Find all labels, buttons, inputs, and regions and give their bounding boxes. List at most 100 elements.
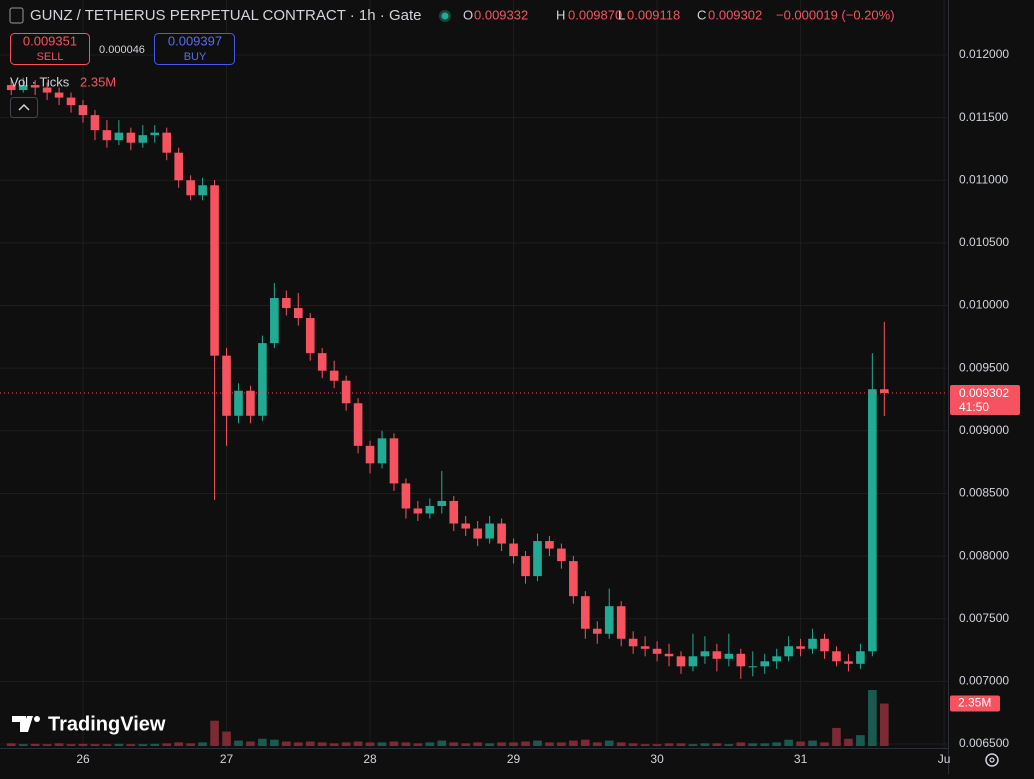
volume-bar <box>186 743 195 746</box>
volume-bar <box>557 742 566 746</box>
candle-body <box>784 646 793 657</box>
candle-body <box>664 653 674 657</box>
candle-body <box>521 556 530 577</box>
volume-bar <box>150 743 160 746</box>
volume-bar <box>521 741 530 746</box>
sell-button[interactable] <box>10 33 90 65</box>
volume-bar <box>317 742 327 746</box>
candle-body <box>6 85 16 91</box>
candle-body <box>736 653 746 667</box>
logo-dot <box>34 716 40 722</box>
y-tick-label: 0.011500 <box>959 110 1008 124</box>
volume-bar <box>425 742 435 746</box>
candle-body <box>473 528 482 539</box>
candle-body <box>126 132 136 143</box>
volume-bar <box>234 740 243 746</box>
candle-body <box>676 656 686 667</box>
collapse-icon <box>18 103 30 111</box>
candle-body <box>569 561 578 597</box>
ohlc-value: 0.009302 <box>708 7 762 22</box>
settings-button[interactable] <box>985 753 999 767</box>
candle-body <box>54 92 64 98</box>
volume-bar <box>246 741 255 746</box>
candle-body <box>616 606 626 639</box>
volume-bar <box>138 744 148 746</box>
change: −0.000019 (−0.20%) <box>776 7 895 22</box>
candle-body <box>90 115 100 131</box>
volume-bar <box>820 742 829 746</box>
volume-bar <box>736 742 746 746</box>
volume-bar <box>437 740 447 746</box>
volume-bar <box>569 740 578 746</box>
candle-body <box>856 651 865 664</box>
candle-body <box>449 500 459 524</box>
volume-bar <box>102 744 112 746</box>
candle-body <box>880 389 889 393</box>
volume-bar <box>90 744 100 746</box>
candle-body <box>270 298 279 344</box>
candle-body <box>222 355 231 416</box>
candle-body <box>365 445 375 464</box>
candle-body <box>844 661 853 664</box>
symbol-icon[interactable] <box>9 7 24 24</box>
candle-body <box>748 666 758 668</box>
volume-bar <box>282 741 291 746</box>
candle-body <box>437 500 447 506</box>
candle-body <box>198 185 207 196</box>
symbol-title: GUNZ / TETHERUS PERPETUAL CONTRACT · 1h … <box>30 7 421 24</box>
axes: 0.006500 0.007000 0.007500 0.008000 0.008500… <box>76 47 1020 766</box>
volume-bar <box>413 743 423 746</box>
y-tick-label: 0.010500 <box>959 235 1009 249</box>
candle-body <box>317 353 327 371</box>
volume-bar <box>461 743 471 746</box>
volume-bar <box>449 742 459 746</box>
volume-bar <box>784 739 793 746</box>
volume-bar <box>198 742 207 746</box>
volume-bar <box>700 743 710 746</box>
candle-body <box>258 343 267 416</box>
y-tick-label: 0.011000 <box>959 172 1008 186</box>
ohlc-key: H <box>556 7 565 22</box>
volume-bar <box>6 743 16 746</box>
volume-tag-label: 2.35M <box>958 696 991 710</box>
settings-icon <box>989 757 995 763</box>
candle-body <box>724 653 734 659</box>
candle-layer <box>6 77 889 679</box>
volume-bar <box>66 744 76 746</box>
x-tick-label: 30 <box>650 752 664 766</box>
ohlc-value: 0.009118 <box>627 7 680 22</box>
ohlc-value: 0.009332 <box>474 7 528 22</box>
volume-bar <box>712 743 722 746</box>
volume-bar <box>305 741 315 746</box>
candle-body <box>868 389 877 652</box>
candle-body <box>353 403 363 446</box>
volume-bar <box>772 742 781 746</box>
volume-bar <box>114 743 124 746</box>
candle-body <box>796 646 805 649</box>
volume-bar <box>365 742 375 746</box>
candle-body <box>545 541 554 549</box>
collapse-button[interactable] <box>10 97 38 118</box>
buy-button[interactable] <box>154 33 235 65</box>
volume-legend: Vol · Ticks <box>10 74 70 89</box>
volume-bar <box>616 742 626 746</box>
logo-mark <box>12 716 33 732</box>
volume-bar <box>473 742 482 746</box>
ohlc-key: L <box>618 7 625 22</box>
volume-bar <box>640 744 650 746</box>
volume-bar <box>796 741 805 746</box>
market-status[interactable] <box>441 12 449 20</box>
candle-body <box>30 85 40 88</box>
countdown: 41:50 <box>959 400 989 414</box>
candle-body <box>461 523 471 529</box>
volume-bar <box>341 742 351 746</box>
y-tick-label: 0.008500 <box>959 486 1009 500</box>
candle-body <box>174 152 183 181</box>
volume-bar <box>760 743 770 746</box>
volume-bar <box>126 744 136 746</box>
volume-bar <box>377 742 387 746</box>
candle-body <box>234 390 243 416</box>
candle-body <box>210 185 219 356</box>
volume-bar <box>509 742 518 746</box>
x-tick-label: 31 <box>794 752 808 766</box>
